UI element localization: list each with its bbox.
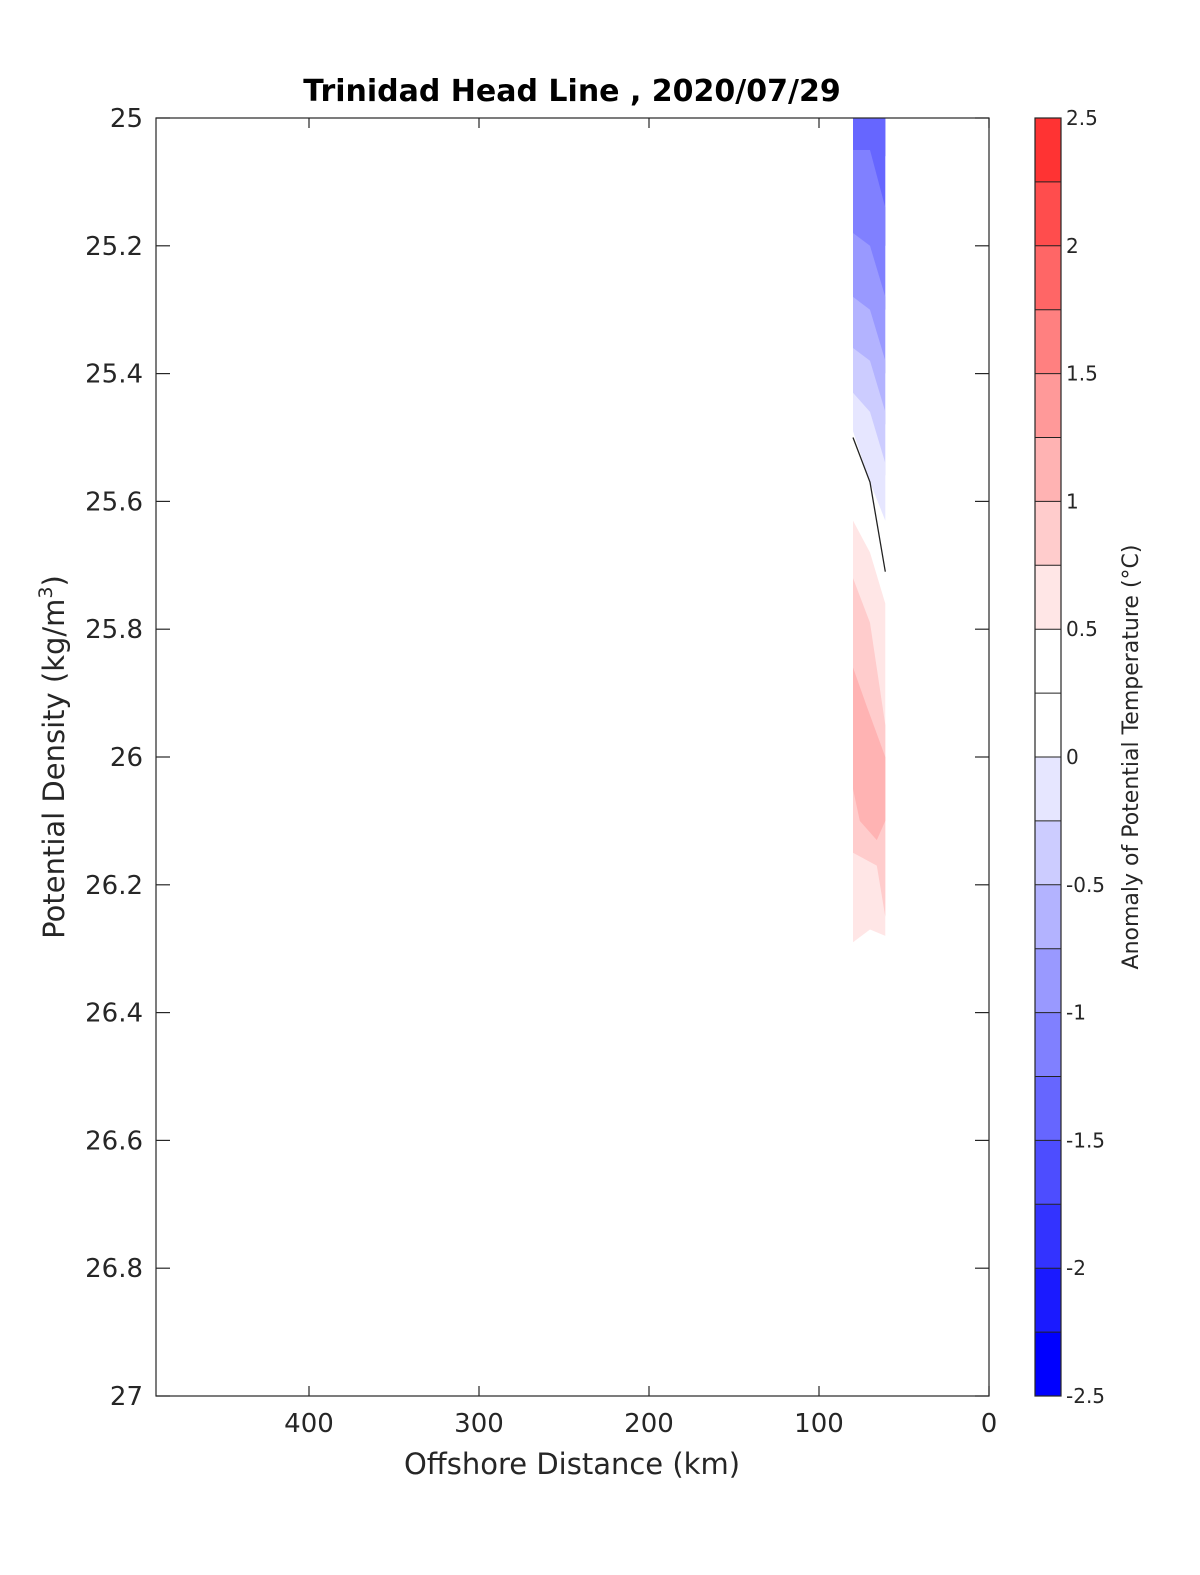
colorbar-tick-label: -2 xyxy=(1066,1256,1086,1280)
colorbar-segment xyxy=(1035,309,1061,375)
y-axis: 25 25.2 25.4 25.6 25.8 26 26.2 26.4 26.6 26.8 27 xyxy=(85,104,989,1412)
colorbar-tick-label: -2.5 xyxy=(1066,1384,1105,1408)
x-tick-label: 400 xyxy=(284,1409,334,1439)
colorbar-segment xyxy=(1035,948,1061,1014)
colorbar-segment xyxy=(1035,1204,1061,1269)
colorbar-tick-label: -1.5 xyxy=(1066,1128,1105,1152)
colorbar-tick-label: 0.5 xyxy=(1066,617,1098,641)
colorbar-segment xyxy=(1035,565,1061,630)
y-axis-label-main: Potential Density (kg/m xyxy=(37,599,71,939)
colorbar-tick-label: 0 xyxy=(1066,745,1079,769)
colorbar-tick-label: -0.5 xyxy=(1066,873,1105,897)
x-tick-label: 200 xyxy=(624,1409,674,1439)
colorbar-label: Anomaly of Potential Temperature (°C) xyxy=(1119,545,1144,970)
colorbar-segment xyxy=(1035,373,1061,438)
colorbar-tick-label: 1.5 xyxy=(1066,362,1098,386)
colorbar-segment xyxy=(1035,1076,1061,1141)
y-tick-label: 25 xyxy=(110,104,143,134)
colorbar-segment xyxy=(1035,629,1061,694)
y-tick-label: 26.6 xyxy=(85,1126,143,1156)
chart-title: Trinidad Head Line , 2020/07/29 xyxy=(303,74,840,109)
colorbar-segment xyxy=(1035,181,1061,247)
zero-contour-line xyxy=(852,437,886,572)
y-axis-label: Potential Density (kg/m3) xyxy=(35,575,71,939)
colorbar-segment xyxy=(1035,118,1061,183)
colorbar-segment xyxy=(1035,501,1061,566)
x-axis-label: Offshore Distance (km) xyxy=(404,1447,740,1481)
colorbar: 2.5 2 1.5 1 0.5 0 -0.5 -1 -1.5 -2 -2.5 xyxy=(1034,106,1105,1408)
x-tick-label: 0 xyxy=(981,1409,998,1439)
x-axis: 400 300 200 100 0 xyxy=(284,118,997,1439)
colorbar-tick-label: -1 xyxy=(1066,1001,1086,1025)
contour-band xyxy=(853,667,886,841)
plot-area xyxy=(852,118,886,1077)
y-tick-label: 26.8 xyxy=(85,1254,143,1284)
colorbar-segment xyxy=(1035,884,1061,950)
y-tick-label: 25.2 xyxy=(85,232,143,262)
colorbar-segment xyxy=(1035,757,1061,822)
y-tick-label: 26 xyxy=(110,743,143,773)
colorbar-frame xyxy=(1034,117,1062,1397)
y-tick-label: 25.8 xyxy=(85,615,143,645)
colorbar-segment xyxy=(1035,1268,1061,1333)
colorbar-segment xyxy=(1035,1332,1061,1397)
contour-band xyxy=(853,392,886,521)
colorbar-tick-label: 2 xyxy=(1066,234,1079,258)
y-axis-label-suffix: ) xyxy=(37,575,71,586)
colorbar-segment xyxy=(1035,1012,1061,1077)
colorbar-segment xyxy=(1035,245,1061,311)
y-tick-label: 25.4 xyxy=(85,360,143,390)
colorbar-segment xyxy=(1035,437,1061,502)
y-tick-label: 25.6 xyxy=(85,487,143,517)
x-tick-label: 100 xyxy=(794,1409,844,1439)
x-tick-label: 300 xyxy=(454,1409,504,1439)
colorbar-segment xyxy=(1035,693,1061,758)
colorbar-tick-label: 2.5 xyxy=(1066,106,1098,130)
y-tick-label: 27 xyxy=(110,1382,143,1412)
colorbar-segment xyxy=(1035,820,1061,886)
colorbar-tick-label: 1 xyxy=(1066,489,1079,513)
y-axis-label-superscript: 3 xyxy=(35,586,57,598)
y-tick-label: 26.2 xyxy=(85,871,143,901)
colorbar-segment xyxy=(1035,1140,1061,1205)
y-tick-label: 26.4 xyxy=(85,999,143,1029)
